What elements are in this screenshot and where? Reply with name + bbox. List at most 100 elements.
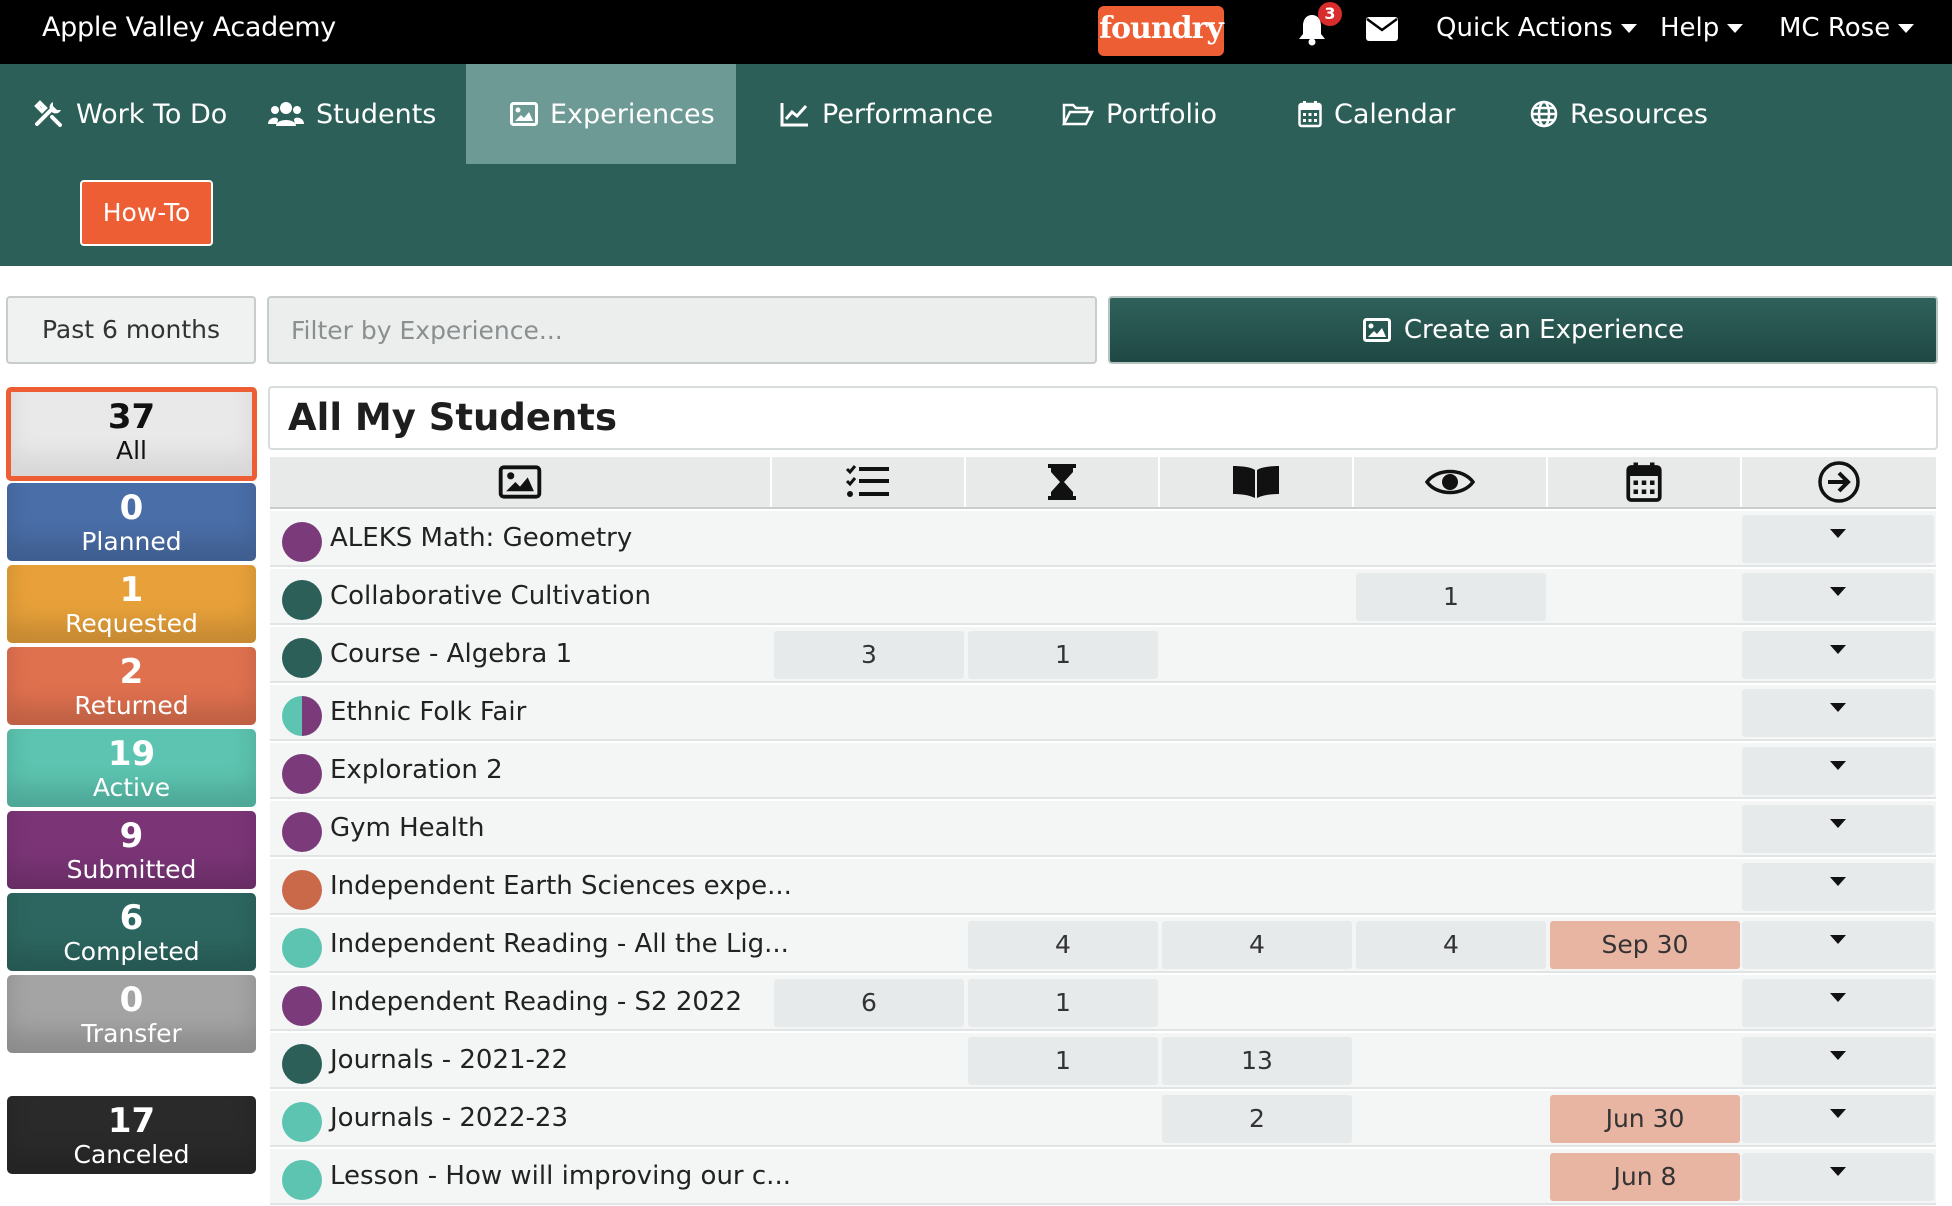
count-cell[interactable]: 4 (1356, 921, 1546, 969)
school-name[interactable]: Apple Valley Academy (42, 12, 336, 43)
experience-name[interactable]: Gym Health (330, 813, 485, 843)
row-actions-dropdown[interactable] (1742, 921, 1934, 969)
row-actions-dropdown[interactable] (1742, 805, 1934, 853)
stat-returned[interactable]: 2 Returned (7, 647, 256, 725)
count-cell[interactable]: 1 (968, 631, 1158, 679)
count-cell[interactable]: 13 (1162, 1037, 1352, 1085)
col-actions[interactable] (1742, 457, 1936, 507)
stat-transfer[interactable]: 0 Transfer (7, 975, 256, 1053)
count-cell[interactable]: 4 (1162, 921, 1352, 969)
count-cell[interactable]: 2 (1162, 1095, 1352, 1143)
stat-all[interactable]: 37 All (6, 387, 257, 481)
col-experience[interactable] (270, 457, 772, 507)
row-actions-dropdown[interactable] (1742, 863, 1934, 911)
status-dot (282, 1102, 322, 1142)
stat-count: 19 (107, 734, 156, 774)
row-actions-dropdown[interactable] (1742, 747, 1934, 795)
table-row[interactable]: Independent Earth Sciences expe... (270, 859, 1936, 915)
count-cell[interactable]: 1 (1356, 573, 1546, 621)
table-row[interactable]: Exploration 2 (270, 743, 1936, 799)
row-actions-dropdown[interactable] (1742, 1037, 1934, 1085)
table-row[interactable]: Lesson - How will improving our c... Jun … (270, 1149, 1936, 1205)
table-row[interactable]: ALEKS Math: Geometry (270, 511, 1936, 567)
experience-name[interactable]: Independent Reading - All the Lig... (330, 929, 789, 959)
row-actions-dropdown[interactable] (1742, 1095, 1934, 1143)
quick-actions-label: Quick Actions (1436, 13, 1613, 43)
due-date-cell[interactable]: Jun 30 (1550, 1095, 1740, 1143)
col-pending[interactable] (966, 457, 1160, 507)
experience-name[interactable]: Independent Earth Sciences expe... (330, 871, 792, 901)
table-row[interactable]: Journals - 2021-22 1 13 (270, 1033, 1936, 1089)
caret-down-icon (1727, 24, 1744, 33)
nav-students[interactable]: Students (268, 64, 436, 164)
eye-icon (1425, 469, 1475, 495)
period-button[interactable]: Past 6 months (6, 296, 256, 364)
arrow-circle-right-icon (1818, 461, 1860, 503)
table-row[interactable]: Gym Health (270, 801, 1936, 857)
user-menu[interactable]: MC Rose (1779, 12, 1915, 44)
experience-name[interactable]: ALEKS Math: Geometry (330, 523, 633, 553)
col-reading[interactable] (1160, 457, 1354, 507)
row-actions-dropdown[interactable] (1742, 689, 1934, 737)
nav-work-to-do[interactable]: Work To Do (34, 64, 227, 164)
nav-performance[interactable]: Performance (780, 64, 993, 164)
nav-portfolio[interactable]: Portfolio (1062, 64, 1217, 164)
table-row[interactable]: Independent Reading - All the Lig... 4 4 4 S… (270, 917, 1936, 973)
count-cell[interactable]: 6 (774, 979, 964, 1027)
notification-badge: 3 (1318, 2, 1342, 26)
table-row[interactable]: Journals - 2022-23 2 Jun 30 (270, 1091, 1936, 1147)
envelope-icon[interactable] (1366, 17, 1398, 41)
table-row[interactable]: Independent Reading - S2 2022 6 1 (270, 975, 1936, 1031)
experience-name[interactable]: Course - Algebra 1 (330, 639, 573, 669)
count-cell[interactable]: 1 (968, 1037, 1158, 1085)
stat-canceled[interactable]: 17 Canceled (7, 1096, 256, 1174)
users-icon (268, 102, 304, 126)
experience-name[interactable]: Journals - 2021-22 (330, 1045, 569, 1075)
row-actions-dropdown[interactable] (1742, 631, 1934, 679)
experience-name[interactable]: Journals - 2022-23 (330, 1103, 569, 1133)
stat-active[interactable]: 19 Active (7, 729, 256, 807)
status-dot (282, 1160, 322, 1200)
count-cell[interactable]: 4 (968, 921, 1158, 969)
col-due-date[interactable] (1548, 457, 1742, 507)
help-menu[interactable]: Help (1660, 12, 1744, 44)
row-actions-dropdown[interactable] (1742, 1153, 1934, 1201)
table-row[interactable]: Ethnic Folk Fair (270, 685, 1936, 741)
experience-name[interactable]: Ethnic Folk Fair (330, 697, 527, 727)
stat-count: 37 (107, 397, 156, 437)
experience-name[interactable]: Lesson - How will improving our c... (330, 1161, 791, 1191)
foundry-logo[interactable]: foundry (1098, 6, 1224, 56)
due-date-cell[interactable]: Jun 8 (1550, 1153, 1740, 1201)
stat-planned[interactable]: 0 Planned (7, 483, 256, 561)
nav-experiences[interactable]: Experiences (466, 64, 736, 164)
stat-submitted[interactable]: 9 Submitted (7, 811, 256, 889)
experience-name[interactable]: Exploration 2 (330, 755, 503, 785)
stat-count: 0 (119, 980, 144, 1020)
help-label: Help (1660, 13, 1720, 43)
folder-open-icon (1062, 103, 1094, 126)
col-tasks[interactable] (772, 457, 966, 507)
row-actions-dropdown[interactable] (1742, 979, 1934, 1027)
nav-resources[interactable]: Resources (1530, 64, 1708, 164)
nav-label: Work To Do (76, 98, 228, 130)
stat-completed[interactable]: 6 Completed (7, 893, 256, 971)
row-actions-dropdown[interactable] (1742, 515, 1934, 563)
filter-input[interactable] (267, 296, 1097, 364)
experience-name[interactable]: Collaborative Cultivation (330, 581, 651, 611)
nav-calendar[interactable]: Calendar (1298, 64, 1455, 164)
create-experience-button[interactable]: Create an Experience (1108, 296, 1938, 364)
quick-actions-menu[interactable]: Quick Actions (1436, 12, 1637, 44)
how-to-button[interactable]: How-To (80, 180, 213, 246)
table-row[interactable]: Collaborative Cultivation 1 (270, 569, 1936, 625)
stat-requested[interactable]: 1 Requested (7, 565, 256, 643)
status-dot (282, 986, 322, 1026)
row-actions-dropdown[interactable] (1742, 573, 1934, 621)
bell-icon[interactable] (1296, 12, 1328, 46)
col-review[interactable] (1354, 457, 1548, 507)
count-cell[interactable]: 3 (774, 631, 964, 679)
stat-count: 0 (119, 488, 144, 528)
experience-name[interactable]: Independent Reading - S2 2022 (330, 987, 742, 1017)
count-cell[interactable]: 1 (968, 979, 1158, 1027)
due-date-cell[interactable]: Sep 30 (1550, 921, 1740, 969)
